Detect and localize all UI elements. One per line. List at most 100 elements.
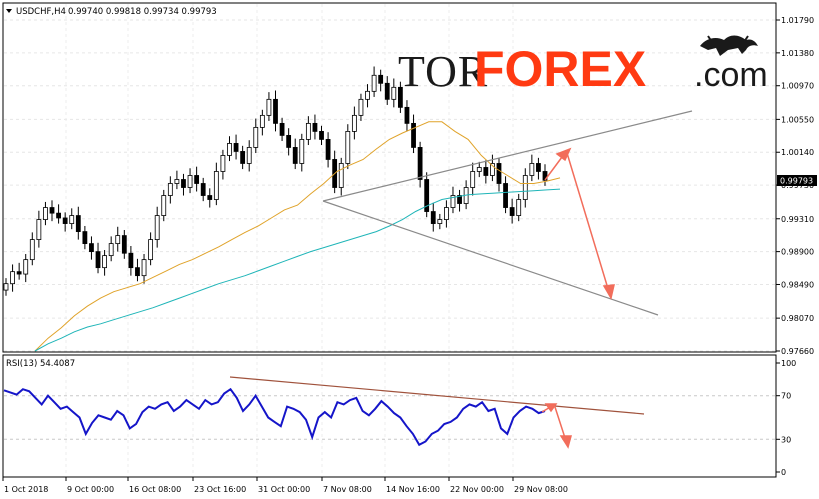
candle-body	[161, 195, 167, 216]
candle-body	[430, 211, 436, 224]
ma-slow-line	[34, 188, 561, 352]
candle-body	[305, 122, 311, 140]
candle-body	[200, 183, 206, 196]
time-tick-label: 16 Oct 08:00	[129, 485, 181, 494]
candle-body	[365, 90, 370, 100]
candle-body	[29, 239, 35, 261]
candle-body	[516, 199, 522, 216]
candle-body	[450, 195, 456, 208]
arrow-down-head	[602, 284, 615, 301]
candle-body	[279, 122, 285, 136]
candle-body	[338, 163, 344, 188]
time-tick-label: 31 Oct 00:00	[258, 485, 310, 494]
symbol-triangle-icon	[6, 9, 12, 13]
candle-body	[174, 179, 180, 184]
candle-body	[397, 86, 403, 108]
rsi-line	[3, 387, 546, 447]
rsi-forecast-arrows	[541, 403, 572, 449]
candle-body	[411, 122, 416, 148]
candle-body	[476, 167, 482, 172]
channel-upper-line	[322, 110, 693, 202]
candle-body	[82, 231, 88, 245]
candle-body	[371, 74, 377, 92]
candle-body	[187, 175, 193, 188]
candle-body	[253, 126, 259, 148]
candle-body	[404, 106, 410, 124]
brand-logo: TOR FOREX .com	[398, 35, 768, 97]
rsi-axis: 100 70 30 0	[776, 359, 796, 477]
main-plot-frame	[2, 2, 777, 353]
price-tick-label: 0.98490	[781, 280, 814, 289]
candle-body	[325, 139, 331, 160]
candle-body	[115, 235, 121, 245]
candle-body	[345, 131, 351, 164]
candle-body	[273, 98, 278, 124]
rsi-tick-label: 30	[781, 435, 791, 444]
candle-body	[36, 219, 42, 240]
candle-body	[444, 207, 449, 220]
candle-body	[266, 98, 272, 116]
brand-com: .com	[694, 56, 768, 94]
candle-body	[246, 147, 252, 164]
candle-body	[108, 243, 114, 257]
candle-body	[522, 175, 528, 200]
price-tick-label: 0.97660	[781, 347, 814, 356]
current-price-label: 0.99793	[780, 177, 813, 186]
time-tick-label: 1 Oct 2018	[4, 485, 48, 494]
rsi-tick-label: 100	[781, 359, 796, 368]
candle-body	[496, 163, 502, 184]
candle-body	[483, 167, 489, 176]
candle-body	[16, 271, 22, 275]
chart-header: USDCHF,H4 0.99740 0.99818 0.99734 0.9979…	[6, 7, 217, 17]
candle-body	[69, 215, 75, 224]
time-tick-label: 29 Nov 08:00	[514, 485, 568, 494]
candle-body	[154, 215, 160, 240]
candle-body	[49, 207, 55, 214]
candlestick-series	[3, 66, 548, 296]
candle-body	[10, 271, 15, 285]
candle-body	[319, 131, 324, 140]
candle-body	[457, 195, 462, 204]
candle-body	[213, 171, 219, 200]
rsi-grid	[4, 356, 775, 476]
candle-body	[358, 98, 364, 116]
candle-body	[437, 219, 443, 224]
price-tick-label: 0.98070	[781, 314, 814, 323]
candle-body	[536, 163, 541, 172]
price-tick-label: 1.00550	[781, 115, 814, 124]
candle-body	[56, 212, 61, 219]
bull-bear-icon	[700, 35, 758, 56]
time-tick-label: 14 Nov 16:00	[386, 485, 440, 494]
candle-body	[391, 86, 397, 100]
candle-body	[128, 252, 134, 269]
candle-body	[542, 171, 548, 181]
candle-body	[417, 147, 423, 180]
candle-body	[384, 82, 390, 100]
candle-body	[240, 151, 246, 164]
candle-body	[227, 143, 232, 156]
time-tick-label: 7 Nov 08:00	[323, 485, 372, 494]
symbol-label: USDCHF,H4	[16, 7, 66, 17]
candle-body	[62, 217, 68, 224]
rsi-plot-frame	[2, 354, 777, 478]
candle-body	[220, 155, 226, 172]
time-tick-label: 23 Oct 16:00	[194, 485, 246, 494]
candle-body	[23, 259, 29, 275]
rsi-label: RSI(13) 54.4087	[6, 359, 75, 369]
candle-body	[312, 122, 318, 132]
price-tick-label: 1.00140	[781, 148, 814, 157]
candle-body	[167, 183, 173, 196]
time-axis: 1 Oct 2018 9 Oct 00:00 16 Oct 08:00 23 Oct …	[2, 477, 568, 494]
price-tick-label: 0.99310	[781, 215, 814, 224]
candle-body	[3, 283, 9, 291]
candle-body	[181, 179, 186, 188]
candle-body	[503, 183, 508, 208]
candle-body	[194, 175, 200, 184]
candle-body	[259, 114, 265, 128]
candle-body	[490, 163, 495, 176]
candle-body	[378, 74, 384, 84]
ma-fast-line	[34, 121, 561, 352]
candle-body	[529, 163, 535, 176]
arrow-down-line	[566, 152, 610, 293]
